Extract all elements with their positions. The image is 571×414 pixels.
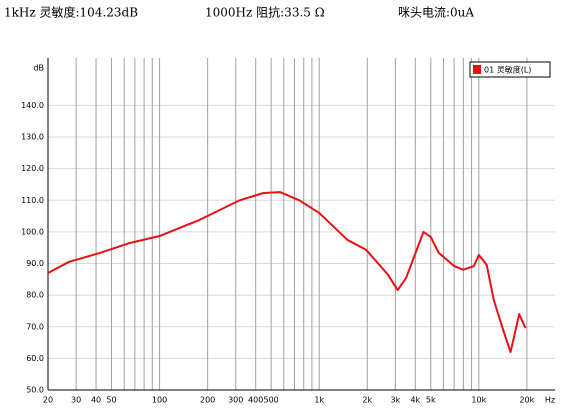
y-tick-label: 110.0 bbox=[21, 196, 44, 205]
x-tick-label: 100 bbox=[152, 396, 167, 405]
y-tick-label: 90.0 bbox=[26, 259, 44, 268]
x-tick-label: 3k bbox=[391, 396, 401, 405]
x-tick-label: 400 bbox=[248, 396, 263, 405]
legend-box bbox=[469, 61, 551, 78]
legend-label: 01 灵敏度(L) bbox=[484, 65, 531, 75]
y-tick-label: 100.0 bbox=[21, 227, 44, 236]
x-axis-label: Hz bbox=[545, 396, 555, 405]
y-tick-label: 60.0 bbox=[26, 354, 44, 363]
x-tick-label: 500 bbox=[264, 396, 279, 405]
header-impedance: 1000Hz 阻抗:33.5 Ω bbox=[205, 5, 325, 20]
x-tick-label: 10k bbox=[471, 396, 486, 405]
y-tick-label: 120.0 bbox=[21, 164, 44, 173]
header-current: 咪头电流:0uA bbox=[398, 6, 474, 20]
x-tick-label: 30 bbox=[71, 396, 81, 405]
x-tick-label: 20k bbox=[519, 396, 534, 405]
x-tick-label: 20 bbox=[43, 396, 53, 405]
legend-swatch bbox=[473, 65, 481, 74]
header-sensitivity: 1kHz 灵敏度:104.23dB bbox=[4, 5, 138, 20]
x-tick-label: 1k bbox=[314, 396, 324, 405]
x-tick-label: 300 bbox=[228, 396, 243, 405]
y-axis-label: dB bbox=[33, 64, 44, 73]
x-tick-label: 200 bbox=[200, 396, 215, 405]
y-tick-label: 130.0 bbox=[21, 133, 44, 142]
y-tick-label: 70.0 bbox=[26, 322, 44, 331]
x-tick-label: 4k bbox=[410, 396, 420, 405]
x-tick-label: 2k bbox=[362, 396, 372, 405]
x-tick-label: 40 bbox=[91, 396, 101, 405]
x-tick-label: 5k bbox=[426, 396, 436, 405]
y-tick-label: 50.0 bbox=[26, 386, 44, 395]
x-tick-label: 50 bbox=[106, 396, 116, 405]
response-line bbox=[47, 191, 527, 354]
y-tick-label: 80.0 bbox=[26, 291, 44, 300]
y-tick-label: 140.0 bbox=[21, 101, 44, 110]
